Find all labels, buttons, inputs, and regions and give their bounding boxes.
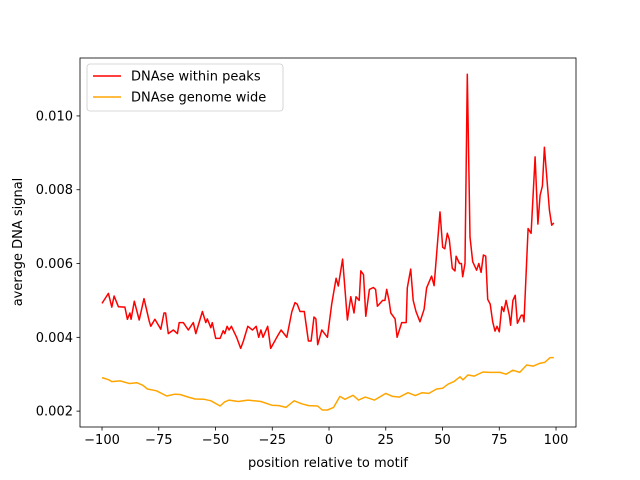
x-tick-label: 75 (491, 433, 508, 448)
x-tick-label: −50 (202, 433, 229, 448)
y-tick-label: 0.002 (36, 405, 73, 420)
y-axis-ticks: 0.002 0.004 0.006 0.008 0.010 (36, 109, 80, 420)
legend: DNAse within peaks DNAse genome wide (86, 63, 284, 112)
x-tick-label: −100 (84, 433, 120, 448)
legend-label-within-peaks: DNAse within peaks (131, 70, 261, 85)
x-tick-label: −75 (145, 433, 172, 448)
x-axis-label: position relative to motif (248, 456, 408, 471)
axes-frame (79, 57, 577, 428)
y-tick-label: 0.010 (36, 109, 73, 124)
x-tick-label: 25 (377, 433, 394, 448)
x-tick-label: −25 (259, 433, 286, 448)
x-axis-ticks: −100 −75 −50 −25 0 25 50 75 100 (84, 427, 568, 448)
y-axis-label: average DNA signal (11, 178, 26, 307)
x-tick-label: 0 (325, 433, 333, 448)
legend-box (86, 63, 284, 112)
plot-lines (101, 73, 555, 411)
y-tick-label: 0.004 (36, 331, 73, 346)
legend-label-genome-wide: DNAse genome wide (131, 91, 266, 106)
series-line-dnase-genome-wide (101, 356, 554, 411)
x-tick-label: 50 (434, 433, 451, 448)
x-tick-label: 100 (544, 433, 569, 448)
series-line-dnase-within-peaks (101, 73, 555, 350)
y-tick-label: 0.008 (36, 183, 73, 198)
y-tick-label: 0.006 (36, 257, 73, 272)
